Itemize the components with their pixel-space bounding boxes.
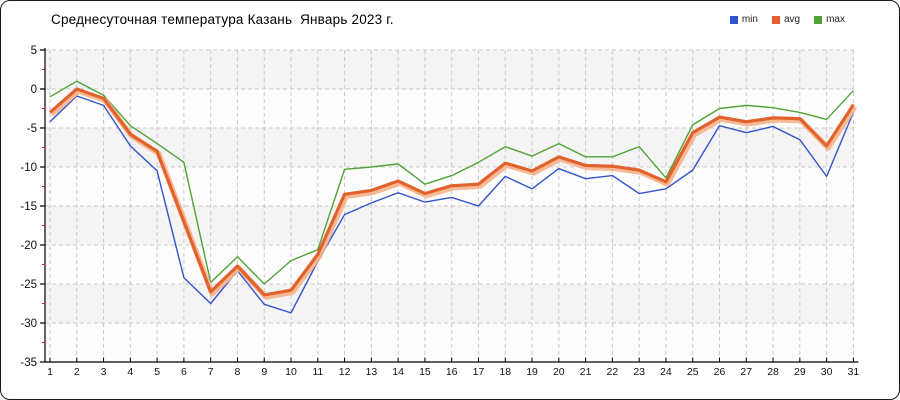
legend-label-avg: avg <box>783 14 801 25</box>
plot-band <box>45 284 854 323</box>
y-tick-label: -35 <box>20 357 37 369</box>
x-tick-label: 26 <box>714 366 726 378</box>
min-series-swatch <box>729 15 738 24</box>
y-tick-label: -25 <box>20 279 37 291</box>
legend-item-min: min <box>729 14 758 25</box>
max-series-line <box>49 80 854 285</box>
x-tick-label: 7 <box>208 366 214 378</box>
y-tick-label: 5 <box>31 45 37 57</box>
avg-series-line <box>48 87 855 297</box>
plot-band <box>45 50 854 89</box>
x-tick-label: 19 <box>526 366 538 378</box>
legend-label-max: max <box>826 14 845 25</box>
avg-series-swatch <box>771 15 780 24</box>
x-tick-label: 14 <box>392 366 404 378</box>
x-tick-label: 28 <box>767 366 779 378</box>
x-tick-label: 11 <box>312 366 323 378</box>
plot-band <box>45 245 854 284</box>
x-tick-label: 15 <box>419 366 431 378</box>
x-tick-label: 21 <box>580 366 592 378</box>
y-tick-label: -5 <box>27 123 37 135</box>
plot-band <box>45 206 854 245</box>
y-tick-label: -10 <box>20 162 37 174</box>
chart-title: Среднесуточная температура Казань Январь… <box>51 12 394 27</box>
x-tick-label: 5 <box>154 366 160 378</box>
y-tick-label: 0 <box>31 84 37 96</box>
x-tick-label: 30 <box>821 366 833 378</box>
legend-item-max: max <box>814 14 845 25</box>
x-tick-label: 13 <box>366 366 378 378</box>
x-tick-label: 1 <box>47 366 53 378</box>
x-tick-label: 24 <box>660 366 672 378</box>
x-tick-label: 25 <box>687 366 699 378</box>
y-tick-label: -20 <box>20 240 37 252</box>
legend-item-avg: avg <box>771 14 801 25</box>
y-tick-label: -15 <box>20 201 37 213</box>
chart-legend: min avg max <box>729 14 845 25</box>
x-tick-label: 17 <box>473 366 485 378</box>
x-tick-label: 8 <box>235 366 241 378</box>
x-tick-label: 4 <box>127 366 133 378</box>
x-tick-label: 18 <box>499 366 511 378</box>
x-tick-label: 27 <box>740 366 752 378</box>
min-series-line <box>49 95 855 314</box>
x-tick-label: 20 <box>553 366 565 378</box>
x-tick-label: 16 <box>446 366 458 378</box>
x-tick-label: 12 <box>339 366 351 378</box>
x-tick-label: 3 <box>101 366 107 378</box>
x-tick-label: 9 <box>261 366 267 378</box>
x-tick-label: 2 <box>74 366 80 378</box>
plot-band <box>45 323 854 362</box>
legend-label-min: min <box>741 14 758 25</box>
x-tick-label: 6 <box>181 366 187 378</box>
plot-band <box>45 128 854 167</box>
x-tick-label: 22 <box>607 366 619 378</box>
x-tick-label: 29 <box>794 366 806 378</box>
x-tick-label: 31 <box>848 366 860 378</box>
max-series-swatch <box>814 15 823 24</box>
x-tick-label: 10 <box>285 366 297 378</box>
y-tick-label: -30 <box>20 318 37 330</box>
x-tick-label: 23 <box>633 366 645 378</box>
